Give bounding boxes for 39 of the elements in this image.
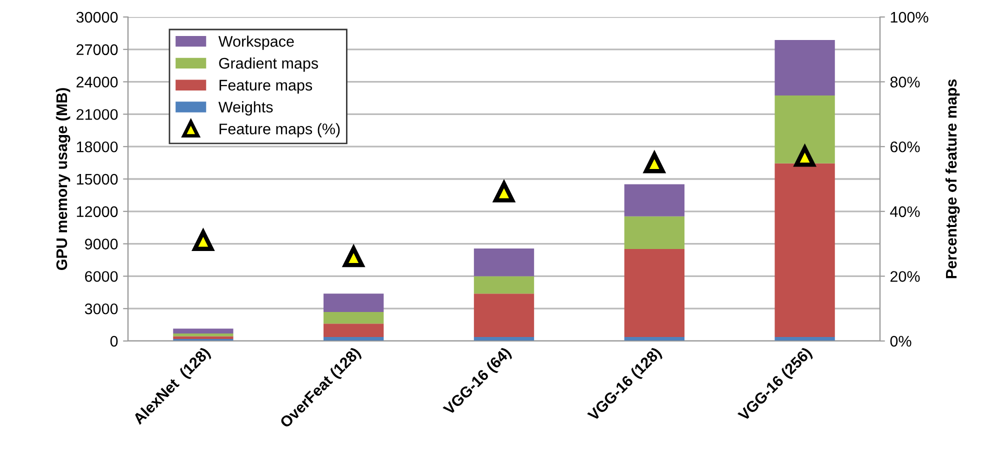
bar: [774, 96, 835, 164]
y2-tick-label: 100%: [890, 12, 928, 23]
y-tick-label: 6000: [85, 271, 118, 282]
bar: [324, 294, 384, 312]
bar: [624, 248, 684, 338]
y-tick-label: 21000: [76, 109, 118, 120]
bar: [474, 276, 534, 294]
y-tick-label: 18000: [76, 141, 118, 152]
bar: [173, 334, 234, 336]
y-tick-label: 9000: [85, 238, 118, 250]
y-tick-label: 12000: [76, 206, 118, 218]
legend-label: Gradient maps: [219, 57, 318, 72]
bar: [324, 312, 384, 324]
legend-label: Weights: [218, 101, 273, 116]
y-tick-label: 30000: [76, 12, 118, 23]
y2-tick-label: 80%: [890, 76, 920, 88]
y2-tick-label: 20%: [890, 271, 920, 282]
y2-tick-label: 0%: [890, 336, 912, 347]
legend-label: Feature maps (%): [220, 123, 340, 138]
y-tick-label: 15000: [76, 174, 118, 185]
bar: [324, 324, 384, 338]
y2-tick-label: 40%: [890, 206, 920, 218]
bar: [774, 163, 835, 338]
legend-label: Workspace: [218, 36, 294, 50]
y-tick-label: 24000: [76, 76, 118, 88]
y2-tick-label: 60%: [890, 141, 920, 152]
bar: [173, 336, 234, 339]
bar: [173, 328, 234, 334]
y-tick-label: 0: [110, 336, 118, 347]
y-axis-title: GPU memory usage (MB): [56, 88, 70, 270]
y-tick-label: 27000: [76, 44, 118, 56]
legend-label: Feature maps: [220, 80, 312, 94]
y2-axis-title: Percentage of feature maps: [945, 79, 960, 278]
bar: [624, 216, 684, 249]
bar: [624, 184, 684, 216]
bar: [774, 40, 835, 96]
y-tick-label: 3000: [84, 303, 118, 314]
bar: [474, 294, 534, 338]
bar: [474, 248, 534, 276]
